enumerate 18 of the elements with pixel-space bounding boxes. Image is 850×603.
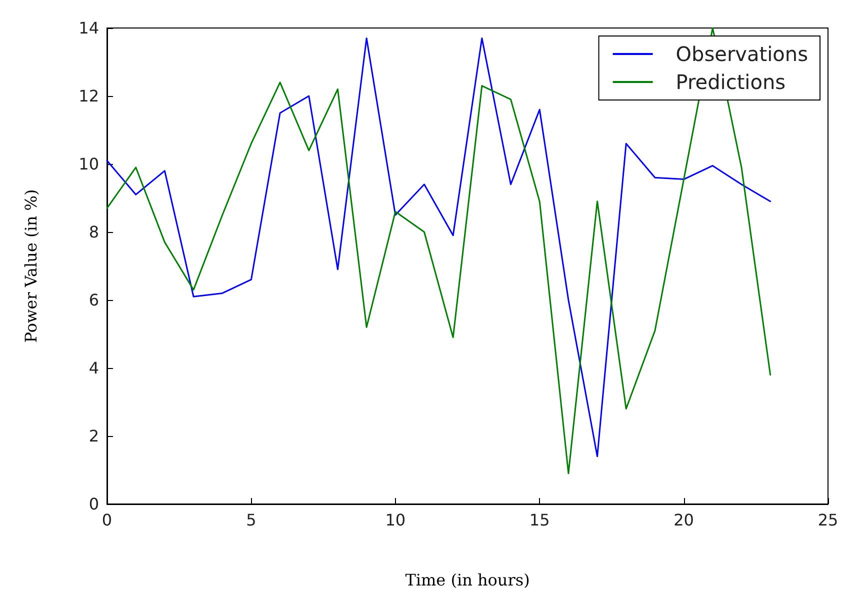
y-axis-title: Power Value (in %): [22, 189, 40, 343]
x-tick-label: 20: [674, 510, 694, 530]
legend-label: Predictions: [676, 70, 786, 94]
y-tick-label: 2: [88, 426, 99, 446]
legend-label: Observations: [676, 42, 808, 66]
x-tick-label: 10: [385, 510, 406, 530]
y-tick-label: 6: [88, 290, 99, 310]
y-tick-label: 12: [78, 86, 99, 106]
x-tick-label: 0: [102, 510, 112, 530]
x-axis-title: Time (in hours): [405, 570, 530, 590]
x-tick-label: 15: [529, 510, 550, 530]
y-tick-label: 14: [78, 18, 99, 38]
y-tick-label: 8: [88, 222, 99, 242]
y-tick-label: 10: [78, 154, 99, 174]
x-tick-label: 5: [246, 510, 256, 530]
x-tick-label: 25: [818, 510, 838, 530]
y-tick-label: 4: [88, 358, 99, 378]
y-tick-label: 0: [88, 494, 99, 514]
